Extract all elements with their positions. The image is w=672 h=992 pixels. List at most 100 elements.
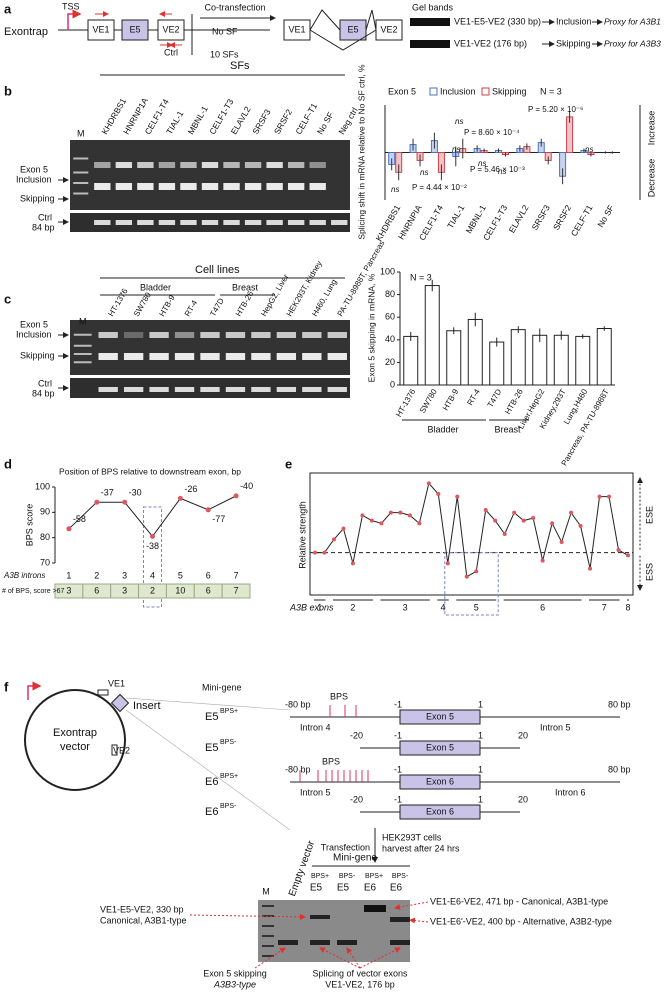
annotation: ns [478, 159, 486, 168]
shape [200, 353, 220, 360]
legend-label: Inclusion [440, 86, 476, 96]
shape [266, 183, 283, 190]
label: Position of BPS relative to downstream e… [59, 466, 241, 476]
label: -1 [394, 730, 402, 740]
shape [244, 220, 262, 225]
shape [302, 387, 322, 392]
annotation: P = 5.46 × 10⁻³ [470, 165, 525, 174]
label: Exontrap [53, 727, 97, 739]
shape [225, 387, 246, 392]
construct: E5 [205, 711, 218, 723]
annotation: P = 5.20 × 10⁻⁶ [528, 105, 583, 114]
shape [70, 320, 350, 375]
point [313, 550, 317, 555]
x-tick-label: 2 [350, 602, 355, 612]
shape [200, 332, 220, 338]
shape [73, 333, 92, 336]
panel-label: c [4, 291, 11, 306]
shape [287, 220, 305, 225]
label: VE1-VE2, 176 bp [325, 979, 395, 989]
point [455, 494, 460, 499]
point [417, 521, 422, 526]
point-label: -38 [146, 541, 159, 551]
label: Splicing shift in mRNA relative to No SF… [356, 64, 366, 240]
label: 84 bp [32, 388, 55, 398]
splice [309, 9, 377, 51]
label: Canonical, A3B1-type [100, 915, 187, 925]
annotation: ns [498, 167, 506, 176]
shape [149, 387, 169, 392]
x-tick-label: 1 [317, 602, 322, 612]
label: VE2 [113, 745, 130, 755]
label: Splicing of vector exons [312, 968, 408, 978]
x-tick-label: 5 [474, 602, 479, 612]
point-label: -30 [129, 488, 142, 498]
label: SRSF3 [530, 203, 552, 232]
x-tick-label: 1 [66, 570, 71, 580]
point [398, 510, 403, 515]
shape [70, 140, 350, 210]
label: Bladder [140, 282, 171, 292]
construct-sup: BPS- [220, 739, 237, 746]
label: BPS+ [311, 873, 329, 880]
shape [390, 917, 410, 922]
label: 1 [478, 730, 483, 740]
table-cell: 6 [206, 585, 211, 595]
point [521, 518, 526, 523]
point [483, 508, 488, 512]
annotation: ns [452, 145, 460, 154]
annotation: ns [420, 168, 428, 177]
label: 80 bp [608, 699, 631, 709]
shape [225, 332, 246, 338]
shape [262, 935, 274, 937]
shape [309, 220, 326, 225]
y-tick-label: 90 [40, 507, 50, 517]
shape [399, 740, 481, 756]
shape [251, 353, 271, 360]
label: TIAL-1 [164, 109, 186, 136]
shape [73, 192, 89, 195]
tss [27, 681, 42, 700]
label: No SF [315, 110, 336, 136]
point [540, 558, 545, 563]
label: 1 [478, 794, 483, 804]
label: SRSF2 [272, 107, 294, 136]
label: HTB-9 [157, 293, 177, 318]
annotation: ns [585, 145, 593, 154]
line [394, 901, 429, 911]
label: -80 bp [285, 764, 311, 774]
label: Insert [133, 700, 161, 712]
shape [251, 387, 271, 392]
shape [200, 387, 220, 392]
point [597, 494, 602, 499]
label: VE1 [92, 24, 109, 34]
point [626, 553, 630, 558]
shape [287, 162, 305, 168]
label: Cell lines [195, 264, 240, 276]
shape [262, 955, 274, 957]
label: M [77, 128, 85, 138]
shape [149, 353, 169, 360]
y-tick-label: 20 [385, 357, 395, 367]
label: Skipping [20, 350, 55, 360]
point [379, 521, 384, 526]
line [359, 947, 401, 969]
shape [158, 183, 176, 190]
shape [123, 387, 144, 392]
label: SFs [230, 60, 250, 72]
label: Exon 5 [426, 711, 454, 721]
point [407, 513, 412, 518]
label: Exon 5 [20, 164, 48, 174]
label: 20 [518, 730, 528, 740]
shape [266, 162, 283, 168]
point-label: -26 [184, 484, 197, 494]
label: Gel bands [412, 2, 454, 12]
point [233, 493, 239, 499]
bar [403, 335, 419, 386]
label: Exon 5 skipping in mRNA, % [366, 273, 376, 382]
label: Breast [232, 282, 259, 292]
point [474, 569, 479, 574]
construct: E6 [205, 806, 218, 818]
line [315, 482, 629, 578]
